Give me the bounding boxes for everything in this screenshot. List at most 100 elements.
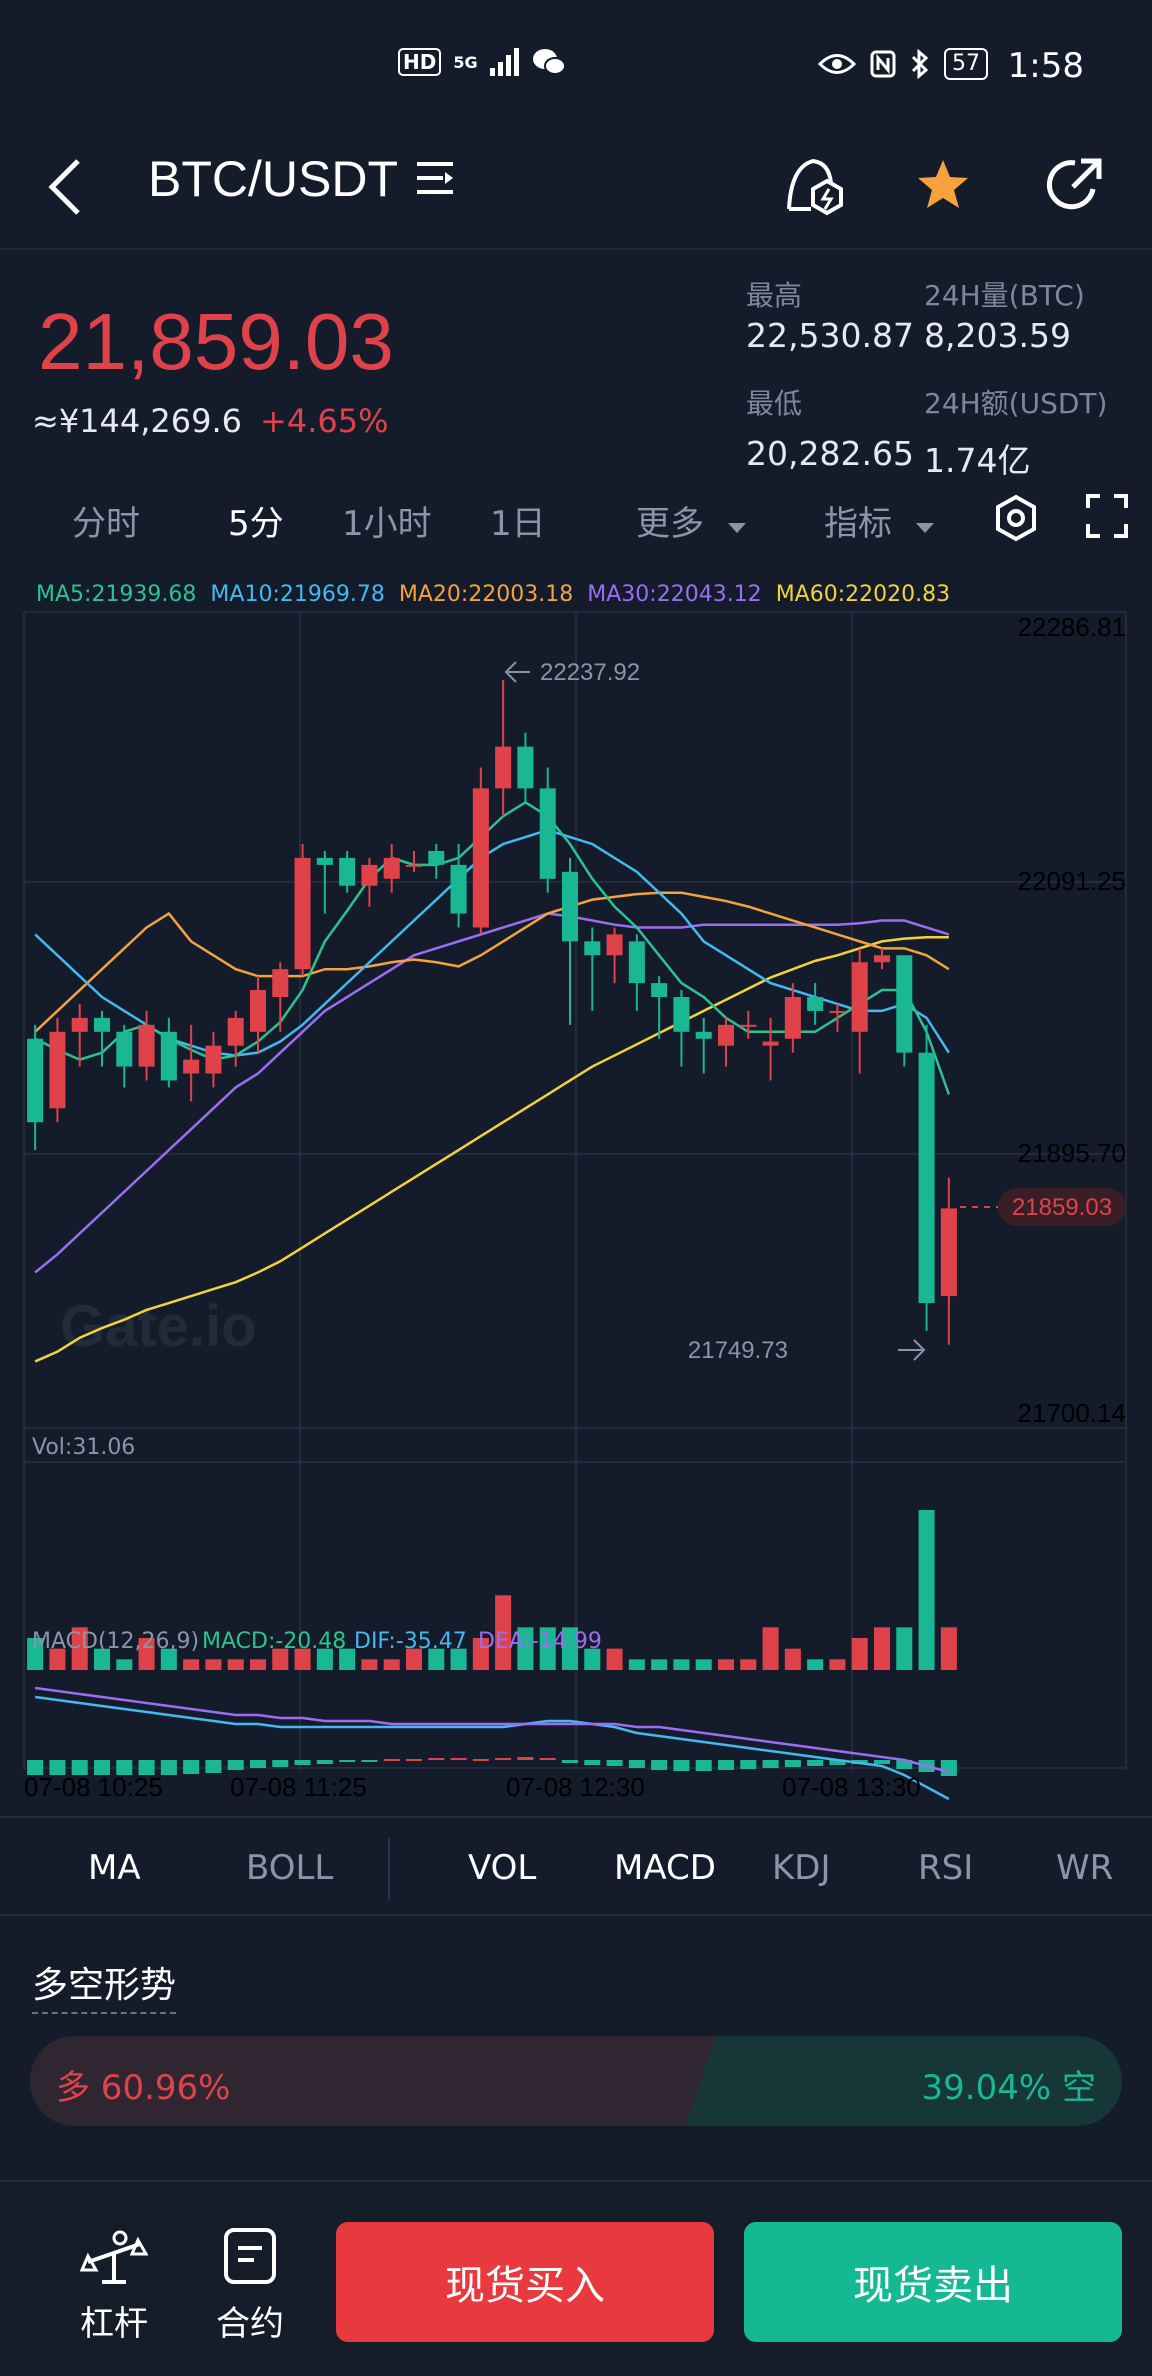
volume-bar [762, 1627, 779, 1670]
tab-1day[interactable]: 1日 [490, 504, 546, 544]
ind-tab-macd[interactable]: MACD [614, 1848, 716, 1888]
candle-body [339, 857, 356, 886]
contract-label: 合约 [216, 2304, 284, 2344]
long-portion [30, 2036, 716, 2126]
vol-24h-label: 24H量(BTC) [924, 279, 1085, 312]
pair-menu-icon [417, 162, 454, 194]
ind-tab-vol[interactable]: VOL [468, 1848, 537, 1888]
low-annotation: 21749.73 [688, 1337, 926, 1364]
macd-title: MACD(12,26,9) [32, 1629, 199, 1654]
macd-bar [116, 1760, 133, 1775]
volume-bar [584, 1648, 601, 1670]
balance-scale-icon [79, 2230, 149, 2284]
tab-5min[interactable]: 5分 [228, 504, 284, 544]
high-value: 22,530.87 [746, 316, 914, 355]
app-header: BTC/USDT [0, 130, 1152, 250]
clock: 1:58 [1007, 46, 1084, 86]
low-annotation-label: 21749.73 [688, 1337, 788, 1364]
macd-bar [249, 1760, 267, 1768]
candle-body [940, 1208, 957, 1297]
macd-bar [896, 1760, 913, 1769]
volume-bar [896, 1627, 913, 1670]
candle-body [227, 1017, 244, 1046]
indicator-dropdown[interactable]: 指标 [824, 496, 936, 545]
ind-tab-wr[interactable]: WR [1056, 1848, 1114, 1888]
volume-bar [49, 1648, 66, 1670]
more-dropdown[interactable]: 更多 [636, 496, 748, 545]
amt-24h-label: 24H额(USDT) [924, 387, 1108, 420]
macd-chart [27, 1686, 957, 1801]
kline-chart[interactable]: Gate.io 22286.81 22091.25 21895.70 21700… [0, 600, 1152, 1816]
volume-bar [160, 1648, 177, 1670]
macd-bar [294, 1760, 311, 1765]
ind-tab-rsi[interactable]: RSI [918, 1848, 974, 1888]
high-label: 最高 [746, 279, 803, 312]
fullscreen-icon [1086, 494, 1128, 538]
macd-bar [138, 1760, 155, 1775]
ind-tab-kdj[interactable]: KDJ [772, 1848, 831, 1888]
status-bar: HD 5G 57 1:58 [0, 0, 1152, 130]
volume-bar [383, 1659, 400, 1670]
ind-tab-boll[interactable]: BOLL [246, 1848, 334, 1888]
amt-24h-value: 1.74亿 [924, 441, 1031, 480]
candle-body [740, 1024, 757, 1027]
network-icons: HD 5G [398, 48, 566, 76]
share-button[interactable] [1040, 150, 1110, 220]
candle-body [383, 857, 400, 879]
volume-bar [316, 1648, 333, 1670]
back-button[interactable] [36, 152, 96, 222]
favorite-button[interactable] [908, 150, 978, 220]
vol-24h-value: 8,203.59 [924, 316, 1071, 355]
volume-bar [829, 1659, 846, 1670]
macd-bar [717, 1760, 735, 1770]
ma30-value: MA30:22043.12 [587, 582, 762, 607]
spot-buy-button[interactable]: 现货买入 [336, 2222, 714, 2342]
volume-bars [27, 1510, 957, 1670]
volume-bar [472, 1638, 489, 1670]
time-axis-2: 07-08 11:25 [230, 1772, 367, 1802]
candle-body [561, 871, 579, 942]
volume-bar [740, 1659, 757, 1670]
candle-body [160, 1031, 177, 1081]
macd-bar [472, 1759, 489, 1761]
volume-bar [294, 1648, 311, 1670]
leverage-button[interactable]: 杠杆 [74, 2226, 154, 2345]
tab-1hour[interactable]: 1小时 [342, 504, 432, 544]
battery-icon: 57 [944, 48, 988, 80]
low-label: 最低 [746, 387, 803, 420]
candle-body [896, 955, 913, 1053]
spot-sell-button[interactable]: 现货卖出 [744, 2222, 1122, 2342]
macd-bar [539, 1758, 556, 1760]
volume-bar [405, 1648, 423, 1670]
ma60-value: MA60:22020.83 [775, 582, 951, 607]
candle-body [495, 746, 512, 789]
macd-bar [361, 1760, 378, 1762]
ind-tab-ma[interactable]: MA [88, 1848, 141, 1888]
price-alert-button[interactable] [778, 150, 848, 220]
volume-bar [851, 1638, 868, 1670]
candle-body [428, 850, 445, 865]
ma-lines [34, 800, 951, 1363]
candle-body [539, 788, 556, 879]
macd-bar [49, 1760, 66, 1775]
price-axis-top: 22286.81 [1018, 612, 1126, 642]
dea-value: DEA:-14.99 [478, 1629, 602, 1654]
tab-timeline[interactable]: 分时 [72, 504, 140, 544]
contract-button[interactable]: 合约 [210, 2226, 290, 2345]
volume-bar [450, 1648, 467, 1670]
tab-divider [388, 1838, 390, 1900]
fullscreen-button[interactable] [1086, 494, 1128, 547]
candles [27, 680, 957, 1345]
price-change: +4.65% [260, 402, 389, 440]
trading-pair[interactable]: BTC/USDT [148, 150, 455, 208]
document-icon [224, 2228, 276, 2284]
ma30-line [34, 912, 950, 1274]
caret-down-icon [916, 523, 934, 533]
ma20-value: MA20:22003.18 [398, 582, 574, 607]
volume-bar [651, 1659, 668, 1670]
macd-bar [829, 1760, 846, 1765]
chart-settings-button[interactable] [992, 494, 1040, 551]
macd-bar [339, 1760, 356, 1762]
candle-body [361, 864, 378, 886]
volume-bar [561, 1627, 579, 1670]
